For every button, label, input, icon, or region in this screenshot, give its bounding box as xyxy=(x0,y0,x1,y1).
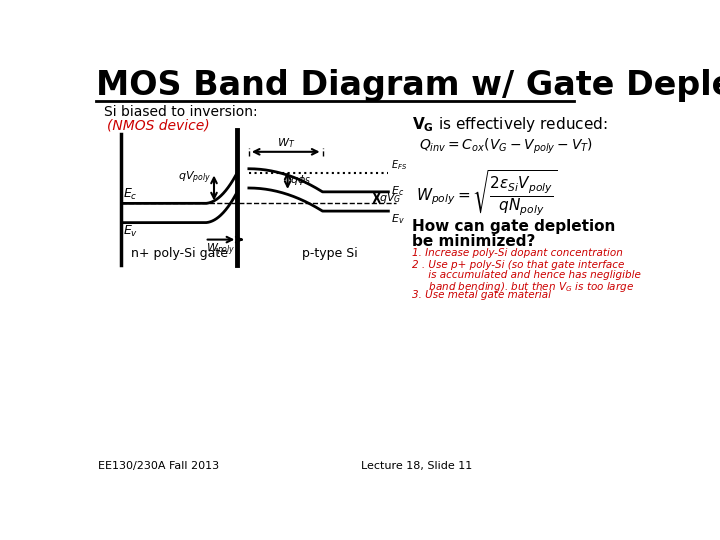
Text: EE130/230A Fall 2013: EE130/230A Fall 2013 xyxy=(98,461,219,471)
Text: 3. Use metal gate material: 3. Use metal gate material xyxy=(412,289,551,300)
Text: $q\phi_S$: $q\phi_S$ xyxy=(290,173,311,187)
Text: $E_c$: $E_c$ xyxy=(123,187,138,202)
Text: MOS Band Diagram w/ Gate Depletion: MOS Band Diagram w/ Gate Depletion xyxy=(96,69,720,102)
Text: is accumulated and hence has negligible: is accumulated and hence has negligible xyxy=(412,269,641,280)
Text: $qV_{poly}$: $qV_{poly}$ xyxy=(179,170,212,186)
Text: be minimized?: be minimized? xyxy=(412,234,535,249)
Text: $E_{FS}$: $E_{FS}$ xyxy=(391,158,407,172)
Text: $W_{poly}$: $W_{poly}$ xyxy=(206,242,235,258)
Text: 2 . Use p+ poly-Si (so that gate interface: 2 . Use p+ poly-Si (so that gate interfa… xyxy=(412,260,624,269)
Text: $Q_{inv} = C_{ox}(V_G - V_{poly} - V_T)$: $Q_{inv} = C_{ox}(V_G - V_{poly} - V_T)$ xyxy=(419,137,593,156)
Text: $W_T$: $W_T$ xyxy=(276,136,294,150)
Text: Lecture 18, Slide 11: Lecture 18, Slide 11 xyxy=(361,461,472,471)
Text: $E_v$: $E_v$ xyxy=(391,212,405,226)
Text: $\mathbf{V_G}$ is effectively reduced:: $\mathbf{V_G}$ is effectively reduced: xyxy=(412,115,607,134)
Text: 1. Increase poly-Si dopant concentration: 1. Increase poly-Si dopant concentration xyxy=(412,248,623,258)
Text: p-type Si: p-type Si xyxy=(302,247,358,260)
Text: How can gate depletion: How can gate depletion xyxy=(412,219,615,234)
Text: $E_v$: $E_v$ xyxy=(123,224,138,239)
Text: n+ poly-Si gate: n+ poly-Si gate xyxy=(130,247,228,260)
Text: $W_{poly} = \sqrt{\dfrac{2\varepsilon_{Si}V_{poly}}{qN_{poly}}}$: $W_{poly} = \sqrt{\dfrac{2\varepsilon_{S… xyxy=(415,168,557,218)
Text: (NMOS device): (NMOS device) xyxy=(107,119,210,133)
Text: $E_c$: $E_c$ xyxy=(391,184,404,198)
Text: band bending). but then $V_G$ is too large: band bending). but then $V_G$ is too lar… xyxy=(412,280,634,294)
Text: Si biased to inversion:: Si biased to inversion: xyxy=(104,105,258,119)
Text: $qV_G$: $qV_G$ xyxy=(379,191,401,205)
